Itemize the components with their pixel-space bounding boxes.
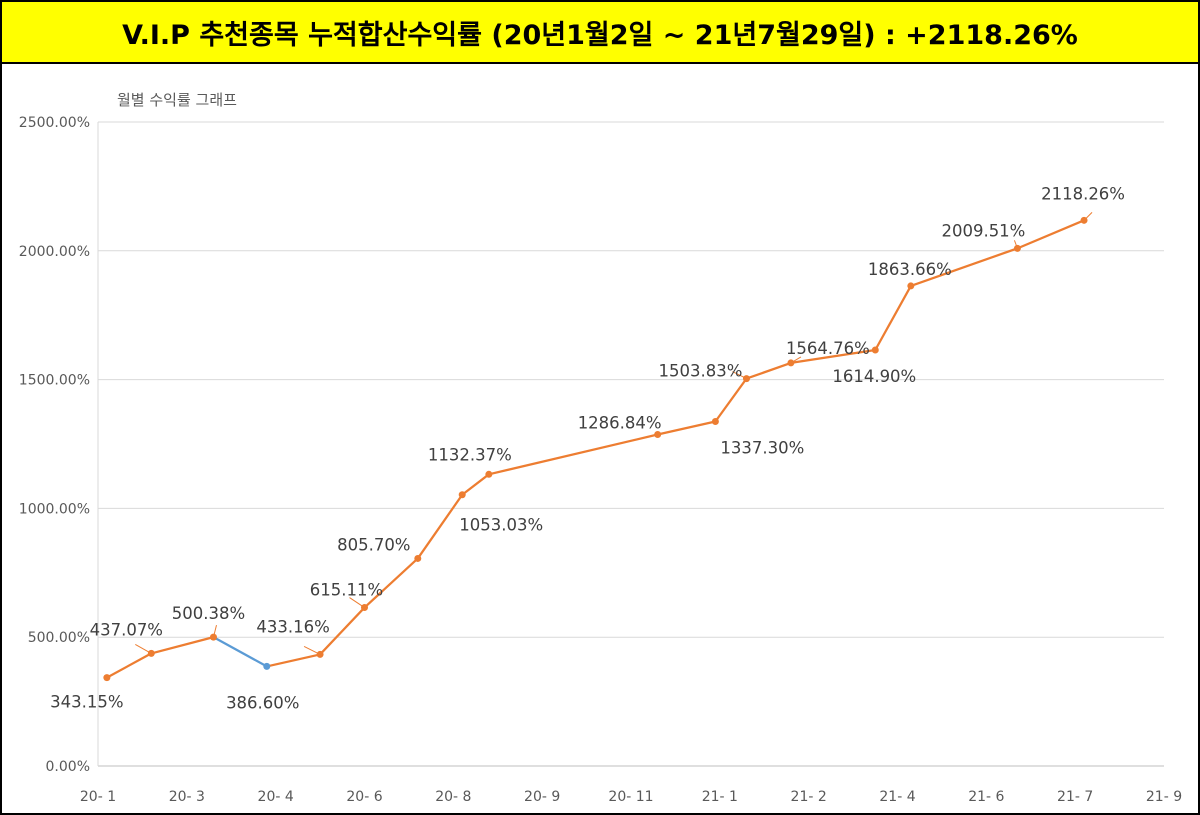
data-point (742, 375, 750, 383)
y-tick-label: 2000.00% (19, 244, 90, 260)
data-label: 343.15% (50, 693, 123, 712)
x-tick-label: 20- 3 (169, 789, 205, 805)
data-label: 1132.37% (428, 445, 512, 464)
data-labels: 343.15% 437.07% 500.38% 386.60% 433.16% 615.1… (50, 184, 1125, 712)
data-label: 1863.66% (868, 260, 952, 279)
data-label: 433.16% (256, 617, 329, 636)
series-segment (416, 493, 464, 560)
series-segment (363, 557, 419, 609)
x-tick-label: 20- 4 (258, 789, 294, 805)
data-point (414, 554, 422, 562)
data-point (871, 346, 879, 354)
x-tick-label: 21- 6 (968, 789, 1004, 805)
data-points (103, 216, 1088, 682)
data-label: 1053.03% (459, 516, 543, 535)
series-segment (105, 652, 153, 679)
x-tick-label: 21- 4 (879, 789, 915, 805)
data-point (907, 282, 915, 290)
series-segment (150, 635, 215, 655)
x-tick-label: 20- 9 (524, 789, 560, 805)
data-label: 500.38% (172, 604, 245, 623)
series-segment (909, 247, 1019, 288)
series-line (105, 219, 1086, 679)
data-label: 1286.84% (578, 414, 662, 433)
x-tick-label: 21- 1 (702, 789, 738, 805)
data-point (787, 359, 795, 367)
data-point (1013, 244, 1021, 252)
series-segment (656, 420, 717, 436)
data-label: 386.60% (226, 693, 299, 712)
gridlines (97, 121, 1164, 767)
series-segment (318, 606, 366, 656)
data-point (147, 649, 155, 657)
data-label: 2118.26% (1041, 184, 1125, 203)
x-tick-label: 20- 8 (435, 789, 471, 805)
page-title: V.I.P 추천종목 누적합산수익률 (20년1월2일 ~ 21년7월29일) … (122, 20, 1078, 51)
data-label: 437.07% (90, 620, 163, 639)
data-label: 1503.83% (659, 362, 743, 381)
y-tick-label: 0.00% (46, 759, 90, 775)
data-point (316, 650, 324, 658)
data-label: 805.70% (337, 535, 410, 554)
data-point (1080, 216, 1088, 224)
series-segment (714, 377, 748, 423)
x-tick-label: 20- 6 (346, 789, 382, 805)
line-chart: 월별 수익률 그래프 0.00% 500.00% 1000.00% 1500.00% 2… (19, 91, 1182, 805)
data-point (361, 604, 368, 612)
y-tick-label: 2500.00% (19, 115, 90, 131)
series-segment (874, 284, 912, 352)
series-segment (789, 348, 877, 365)
data-point (711, 418, 719, 426)
x-tick-label: 20- 1 (80, 789, 116, 805)
x-tick-label: 21- 7 (1057, 789, 1093, 805)
data-label: 1614.90% (832, 367, 916, 386)
data-point (263, 662, 271, 670)
data-label: 1564.76% (786, 339, 870, 358)
data-point (458, 491, 466, 499)
x-axis-ticks: 20- 1 20- 3 20- 4 20- 6 20- 8 20- 9 20- 11 21- … (80, 789, 1182, 805)
data-point (103, 674, 111, 682)
y-axis-ticks: 0.00% 500.00% 1000.00% 1500.00% 2000.00% 2500… (19, 115, 90, 775)
x-tick-label: 21- 2 (791, 789, 827, 805)
y-tick-label: 1500.00% (19, 373, 90, 389)
y-tick-label: 500.00% (28, 630, 90, 646)
data-point (654, 431, 662, 439)
series-segment (265, 653, 322, 668)
data-point (485, 470, 493, 478)
data-label: 615.11% (310, 581, 383, 600)
x-tick-label: 21- 9 (1146, 789, 1182, 805)
data-point (209, 633, 217, 641)
data-label: 1337.30% (720, 439, 804, 458)
series-segment (212, 635, 268, 668)
x-tick-label: 20- 11 (608, 789, 653, 805)
series-segment (745, 361, 793, 380)
chart-title: 월별 수익률 그래프 (117, 91, 237, 109)
title-banner: V.I.P 추천종목 누적합산수익률 (20년1월2일 ~ 21년7월29일) … (2, 2, 1198, 64)
series-segment (461, 473, 490, 496)
series-segment (1016, 219, 1086, 250)
data-label: 2009.51% (941, 221, 1025, 240)
series-segment (487, 433, 659, 476)
y-tick-label: 1000.00% (19, 501, 90, 517)
